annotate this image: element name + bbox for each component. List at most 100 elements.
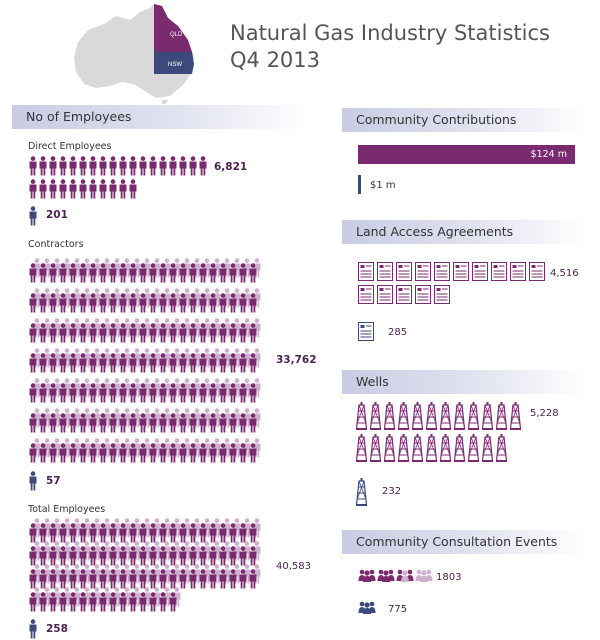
person-icon xyxy=(29,323,37,343)
agreement-icon xyxy=(358,285,374,304)
contribution-bar-value: $124 m xyxy=(530,149,567,160)
person-icon xyxy=(249,413,257,433)
person-icon xyxy=(49,546,57,566)
person-icon xyxy=(239,323,247,343)
total-people-row-back xyxy=(32,587,182,607)
person-icon xyxy=(249,443,257,463)
title-line-2: Q4 2013 xyxy=(230,48,321,72)
land-access-icon-value: 285 xyxy=(388,327,408,338)
person-icon xyxy=(99,569,107,589)
well-icon xyxy=(412,402,423,430)
person-icon xyxy=(99,263,107,283)
person-icon xyxy=(99,293,107,313)
person-icon xyxy=(229,569,237,589)
person-icon xyxy=(189,546,197,566)
person-icon xyxy=(169,569,177,589)
person-icon xyxy=(219,323,227,343)
person-icon xyxy=(89,569,97,589)
person-icon xyxy=(29,471,37,491)
person-icon xyxy=(69,569,77,589)
person-icon xyxy=(229,413,237,433)
land-access-heading: Land Access Agreements xyxy=(342,220,587,244)
agreement-icon-row xyxy=(358,262,545,281)
group-icon xyxy=(358,600,376,619)
person-icon xyxy=(39,443,47,463)
well-icon xyxy=(370,434,381,462)
group-icon xyxy=(396,569,414,582)
person-icon xyxy=(109,263,117,283)
person-icon xyxy=(249,323,257,343)
person-icon xyxy=(39,569,47,589)
person-icon xyxy=(209,353,217,373)
well-icon xyxy=(454,402,465,430)
person-icon xyxy=(28,619,38,640)
person-icon xyxy=(179,546,187,566)
person-icon xyxy=(199,523,207,543)
person-icon xyxy=(149,523,157,543)
person-icon xyxy=(199,546,207,566)
person-icon xyxy=(119,293,127,313)
page-title: Natural Gas Industry Statistics Q4 2013 xyxy=(230,20,550,74)
person-icon xyxy=(69,546,77,566)
person-icon xyxy=(129,569,137,589)
person-icon xyxy=(139,413,147,433)
person-icon xyxy=(189,353,197,373)
consultation-heading: Community Consultation Events xyxy=(342,530,587,554)
agreement-icon xyxy=(377,285,393,304)
person-icon xyxy=(159,523,167,543)
agreement-icon xyxy=(434,262,450,281)
person-icon xyxy=(229,323,237,343)
person-icon xyxy=(159,443,167,463)
person-icon xyxy=(249,383,257,403)
well-icon xyxy=(468,402,479,430)
person-icon xyxy=(59,443,67,463)
well-icon xyxy=(440,402,451,430)
consultation-value: 1803 xyxy=(436,572,462,583)
person-icon xyxy=(159,592,167,612)
person-icon xyxy=(49,383,57,403)
person-icon xyxy=(59,263,67,283)
contractor-people-row xyxy=(28,293,258,313)
person-icon xyxy=(28,206,38,231)
person-icon xyxy=(79,263,87,283)
well-icon xyxy=(496,434,507,462)
person-icon xyxy=(149,156,157,176)
person-icon xyxy=(129,323,137,343)
person-icon xyxy=(109,156,117,176)
person-icon xyxy=(29,443,37,463)
person-icon xyxy=(169,523,177,543)
person-icon xyxy=(239,383,247,403)
person-icon xyxy=(119,179,127,199)
well-icon xyxy=(355,478,368,511)
contractor-people-row xyxy=(28,383,258,403)
person-icon xyxy=(249,546,257,566)
person-icon xyxy=(29,523,37,543)
agreement-icon xyxy=(358,322,374,346)
person-icon xyxy=(109,383,117,403)
person-icon xyxy=(179,443,187,463)
group-icon xyxy=(377,569,395,582)
direct-employees-label: Direct Employees xyxy=(28,141,112,152)
agreement-icon xyxy=(472,262,488,281)
consultation-icon-value: 775 xyxy=(388,604,408,615)
person-icon xyxy=(239,353,247,373)
employees-heading: No of Employees xyxy=(12,105,312,129)
person-icon xyxy=(209,293,217,313)
person-icon xyxy=(189,383,197,403)
person-icon xyxy=(129,546,137,566)
person-icon xyxy=(189,443,197,463)
agreement-icon xyxy=(396,285,412,304)
person-icon xyxy=(69,263,77,283)
person-icon xyxy=(199,323,207,343)
person-icon xyxy=(159,293,167,313)
person-icon xyxy=(109,443,117,463)
person-icon xyxy=(179,156,187,176)
person-icon xyxy=(249,353,257,373)
tasmania-shape xyxy=(162,100,168,104)
person-icon xyxy=(49,179,57,199)
person-icon xyxy=(89,546,97,566)
person-icon xyxy=(129,592,137,612)
person-icon xyxy=(229,546,237,566)
well-icon xyxy=(384,434,395,462)
person-icon xyxy=(89,413,97,433)
